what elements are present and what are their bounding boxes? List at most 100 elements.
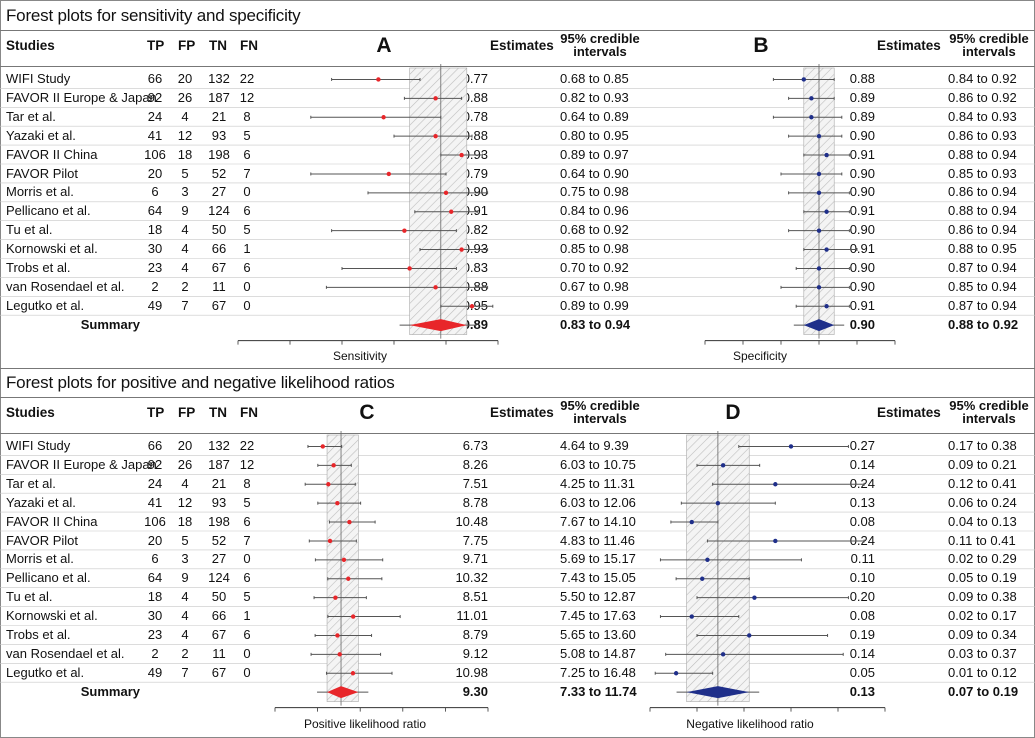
cell-tn: 27 bbox=[211, 551, 227, 567]
cell-fn: 0 bbox=[243, 664, 251, 680]
cell-tn: 27 bbox=[211, 184, 227, 200]
credible-interval: 0.12 to 0.41 bbox=[948, 475, 1017, 491]
summary-ci-band bbox=[409, 67, 468, 335]
cell-fn: 6 bbox=[243, 203, 251, 219]
credible-interval: 0.68 to 0.92 bbox=[560, 222, 629, 238]
summary-estimate: 0.13 bbox=[849, 683, 875, 699]
header-studies: Studies bbox=[6, 38, 55, 53]
cell-tp: 66 bbox=[147, 71, 163, 86]
credible-interval: 0.86 to 0.94 bbox=[948, 184, 1017, 200]
summary-interval: 0.07 to 0.19 bbox=[948, 683, 1019, 699]
estimate-value: 9.12 bbox=[462, 645, 488, 661]
credible-interval: 5.69 to 15.17 bbox=[560, 551, 636, 567]
estimate-value: 0.14 bbox=[849, 456, 875, 472]
estimate-point bbox=[433, 285, 438, 290]
study-name: Tar et al. bbox=[6, 108, 56, 124]
cell-fn: 6 bbox=[243, 513, 251, 529]
estimate-value: 0.89 bbox=[849, 89, 875, 105]
study-name: Trobs et al. bbox=[6, 627, 71, 642]
estimate-point bbox=[333, 595, 338, 600]
estimate-value: 0.90 bbox=[849, 278, 875, 294]
cell-fp: 5 bbox=[181, 532, 189, 548]
estimate-point bbox=[700, 576, 705, 581]
cell-fp: 4 bbox=[181, 222, 189, 238]
credible-interval: 0.09 to 0.38 bbox=[948, 589, 1017, 605]
credible-interval: 0.17 to 0.38 bbox=[948, 438, 1017, 453]
study-name: Yazaki et al. bbox=[6, 127, 76, 143]
cell-fp: 26 bbox=[177, 89, 193, 105]
header-ci-d: 95% credible intervals bbox=[944, 399, 1034, 425]
cell-fn: 5 bbox=[243, 494, 251, 510]
cell-tn: 132 bbox=[208, 71, 230, 86]
cell-tn: 187 bbox=[208, 456, 230, 472]
estimate-point bbox=[689, 614, 694, 619]
estimate-point bbox=[381, 115, 386, 120]
estimate-point bbox=[816, 228, 822, 233]
credible-interval: 5.65 to 13.60 bbox=[560, 627, 636, 642]
section-title: Forest plots for sensitivity and specifi… bbox=[6, 6, 301, 25]
credible-interval: 0.82 to 0.93 bbox=[560, 89, 629, 105]
estimate-point bbox=[386, 171, 391, 177]
estimate-value: 0.91 bbox=[849, 241, 875, 257]
estimate-point bbox=[433, 133, 438, 139]
cell-tp: 49 bbox=[147, 664, 163, 680]
estimate-point bbox=[816, 285, 822, 290]
estimate-point bbox=[773, 482, 778, 487]
cell-fp: 4 bbox=[181, 475, 189, 491]
credible-interval: 0.86 to 0.93 bbox=[948, 127, 1017, 143]
study-name: FAVOR Pilot bbox=[6, 165, 79, 181]
cell-fn: 8 bbox=[243, 475, 251, 491]
cell-fp: 26 bbox=[177, 456, 193, 472]
credible-interval: 0.87 to 0.94 bbox=[948, 260, 1017, 275]
cell-tp: 18 bbox=[147, 222, 163, 238]
estimate-point bbox=[407, 266, 412, 271]
divider bbox=[0, 368, 1035, 369]
summary-estimate: 0.90 bbox=[849, 316, 875, 332]
header-ci-line: 95% credible bbox=[949, 31, 1029, 46]
divider bbox=[0, 433, 1035, 434]
estimate-value: 0.90 bbox=[849, 127, 875, 143]
cell-fn: 6 bbox=[243, 570, 251, 586]
estimate-point bbox=[327, 538, 333, 544]
study-name: van Rosendael et al. bbox=[6, 278, 125, 294]
study-name: FAVOR II Europe & Japan bbox=[6, 456, 157, 472]
cell-tn: 52 bbox=[211, 532, 227, 548]
cell-tp: 106 bbox=[144, 146, 166, 162]
cell-tp: 24 bbox=[147, 108, 163, 124]
estimate-value: 8.78 bbox=[462, 494, 488, 510]
credible-interval: 0.87 to 0.94 bbox=[948, 297, 1017, 313]
cell-fp: 2 bbox=[181, 278, 189, 294]
estimate-value: 0.91 bbox=[462, 203, 488, 219]
header-ci-a: 95% credible intervals bbox=[555, 32, 645, 58]
estimate-point bbox=[350, 614, 356, 619]
cell-tp: 24 bbox=[147, 475, 163, 491]
cell-tn: 124 bbox=[208, 203, 230, 219]
estimate-point bbox=[331, 463, 336, 468]
study-name: Yazaki et al. bbox=[6, 494, 76, 510]
study-name: Tu et al. bbox=[6, 589, 53, 605]
cell-fp: 9 bbox=[181, 570, 189, 586]
credible-interval: 4.25 to 11.31 bbox=[560, 475, 635, 491]
estimate-value: 7.51 bbox=[462, 475, 488, 491]
credible-interval: 0.09 to 0.21 bbox=[948, 456, 1017, 472]
cell-tp: 6 bbox=[151, 551, 159, 567]
credible-interval: 0.05 to 0.19 bbox=[948, 570, 1017, 586]
estimate-value: 8.26 bbox=[462, 456, 488, 472]
estimate-value: 0.14 bbox=[849, 645, 875, 661]
divider bbox=[0, 397, 1035, 398]
estimate-point bbox=[337, 652, 342, 657]
cell-tp: 20 bbox=[147, 165, 163, 181]
credible-interval: 0.09 to 0.34 bbox=[948, 627, 1017, 642]
estimate-value: 0.93 bbox=[462, 146, 488, 162]
cell-fp: 4 bbox=[181, 608, 189, 624]
summary-interval: 0.83 to 0.94 bbox=[560, 316, 631, 332]
cell-fn: 0 bbox=[243, 551, 251, 567]
study-name: Pellicano et al. bbox=[6, 570, 91, 586]
cell-fn: 1 bbox=[243, 608, 251, 624]
credible-interval: 0.80 to 0.95 bbox=[560, 127, 629, 143]
cell-fp: 4 bbox=[181, 589, 189, 605]
estimate-point bbox=[715, 500, 721, 506]
cell-tp: 92 bbox=[147, 456, 163, 472]
credible-interval: 0.01 to 0.12 bbox=[948, 664, 1017, 680]
estimate-point bbox=[816, 266, 822, 271]
